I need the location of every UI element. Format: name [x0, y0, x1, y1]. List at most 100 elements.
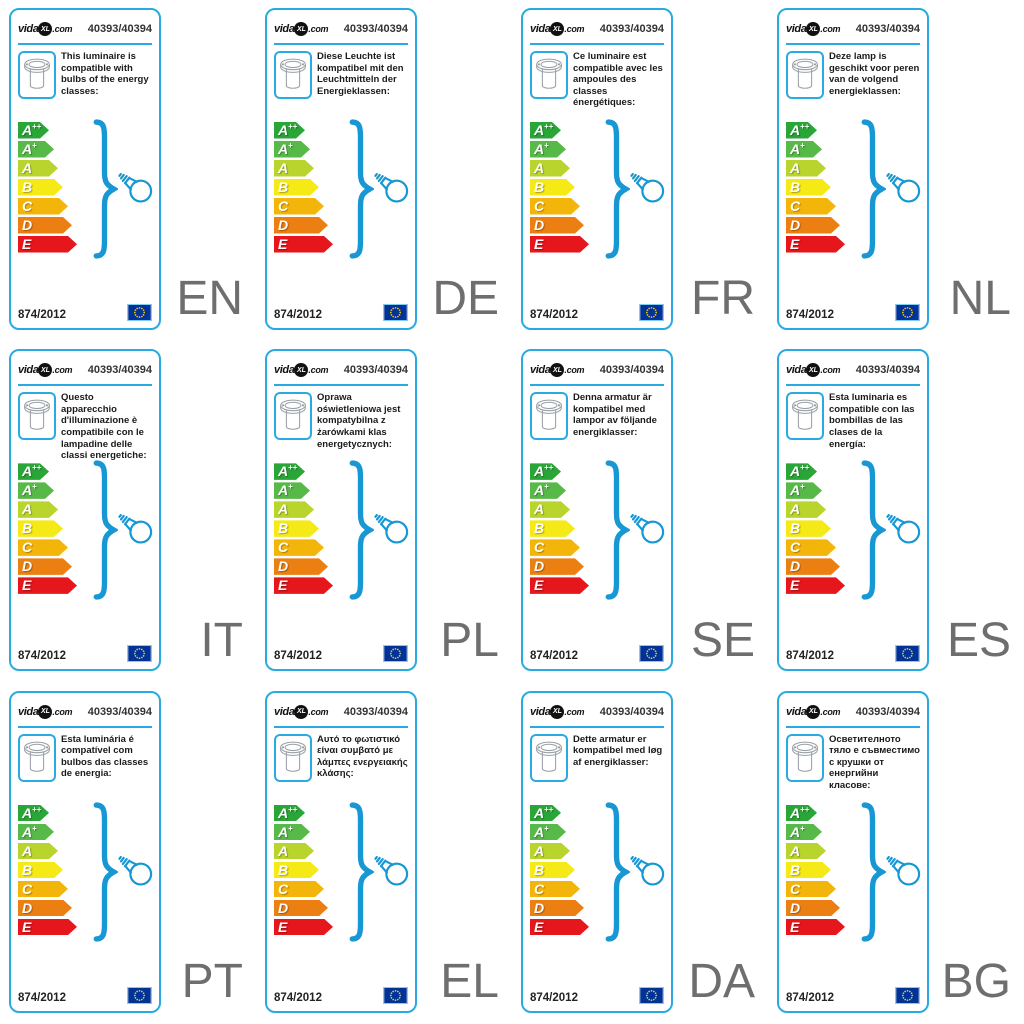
energy-class-arrow: A + — [18, 482, 54, 499]
energy-class-arrow: C — [786, 198, 836, 215]
energy-class-arrow: A — [274, 501, 314, 518]
energy-class-letter: B — [278, 861, 289, 878]
energy-class-letter: A — [790, 482, 801, 499]
luminaire-icon-box — [786, 392, 824, 441]
energy-class-arrow: A — [786, 843, 826, 860]
energy-class-letter: A — [22, 482, 33, 499]
curly-brace — [605, 802, 630, 942]
vidaxl-logo: vida XL .com — [18, 22, 73, 36]
logo-text-xl: XL — [808, 366, 818, 374]
model-number: 40393/40394 — [343, 364, 408, 377]
curly-brace — [861, 119, 886, 259]
header-divider — [786, 43, 920, 45]
logo-text-xl: XL — [40, 366, 50, 374]
curly-brace — [93, 802, 118, 942]
regulation-number: 874/2012 — [530, 309, 578, 321]
logo-text-vida: vida — [18, 23, 39, 35]
vidaxl-logo: vida XL .com — [18, 363, 73, 378]
energy-class-letter: A — [790, 823, 801, 840]
energy-class-letter: C — [22, 880, 33, 897]
energy-class-arrow: C — [18, 881, 68, 898]
energy-class-arrow: D — [18, 558, 72, 575]
recessed-ground-light-icon — [536, 741, 562, 772]
energy-class-letter: D — [22, 899, 33, 916]
luminaire-icon-box — [274, 51, 312, 99]
logo-xl-badge: XL — [38, 22, 53, 36]
energy-class-letter: A — [278, 141, 289, 157]
energy-class-scale: A ++ A + A B C D E — [530, 460, 665, 600]
energy-label-cell: vida XL .com 40393/40394 — [256, 0, 512, 341]
light-bulb-icon — [630, 855, 665, 886]
logo-text-com: .com — [308, 365, 329, 376]
energy-class-letter: B — [278, 520, 289, 537]
energy-class-arrow: B — [274, 520, 319, 537]
luminaire-icon-box — [18, 51, 56, 99]
header-divider — [274, 725, 408, 728]
light-bulb-icon — [118, 855, 153, 886]
compatibility-text: This luminaire is compatible with bulbs … — [61, 51, 149, 97]
energy-class-arrow: A ++ — [786, 122, 817, 139]
energy-class-letter: A — [22, 823, 33, 840]
language-code: ES — [946, 613, 1011, 667]
energy-class-letter: C — [534, 539, 545, 556]
language-code: PT — [181, 954, 243, 1008]
energy-class-letter: C — [534, 198, 545, 214]
energy-class-letter: B — [22, 179, 33, 195]
energy-label: vida XL .com 40393/40394 — [9, 690, 161, 1013]
energy-class-arrow: A — [18, 501, 58, 518]
energy-class-arrow: C — [786, 881, 836, 898]
energy-label-cell: vida XL .com 40393/40394 — [0, 341, 256, 682]
model-number: 40393/40394 — [855, 705, 920, 718]
label-header: vida XL .com 40393/40394 — [18, 698, 152, 726]
energy-class-arrow: B — [274, 862, 319, 879]
regulation-number: 874/2012 — [274, 991, 322, 1004]
regulation-number: 874/2012 — [274, 650, 322, 663]
label-header: vida XL .com 40393/40394 — [786, 356, 920, 384]
compatibility-text: Ce luminaire est compatible avec les amp… — [573, 51, 663, 109]
energy-class-scale: A ++ A + A B C D E — [530, 119, 665, 259]
energy-class-letter: A — [22, 141, 33, 157]
energy-class-arrow: A — [18, 843, 58, 860]
description-row: Denna armatur är kompatibel med lampor a… — [530, 392, 664, 452]
energy-class-scale: A ++ A + A B C D E — [786, 460, 921, 600]
energy-class-arrow: D — [530, 558, 584, 575]
label-footer: 874/2012 — [274, 986, 408, 1004]
eu-flag-icon — [639, 304, 664, 321]
logo-text-com: .com — [564, 24, 585, 34]
language-code: NL — [949, 272, 1011, 326]
language-code: EN — [176, 272, 243, 326]
energy-class-arrow: E — [786, 919, 845, 936]
light-bulb-icon — [118, 514, 153, 544]
header-divider — [274, 43, 408, 45]
energy-class-letter: E — [790, 236, 800, 252]
description-row: Diese Leuchte ist kompatibel mit den Leu… — [274, 51, 408, 111]
energy-label: vida XL .com 40393/40394 — [9, 349, 161, 672]
eu-flag-icon — [127, 986, 152, 1004]
compatibility-text: Осветителното тяло е съвместимо с крушки… — [829, 733, 920, 791]
recessed-ground-light-icon — [792, 58, 818, 89]
compatibility-text: Dette armatur er kompatibel med løg af e… — [573, 733, 663, 768]
light-bulb-icon — [374, 855, 409, 886]
logo-xl-badge: XL — [550, 704, 565, 719]
energy-class-arrow: E — [18, 236, 77, 253]
logo-text-vida: vida — [18, 364, 39, 377]
recessed-ground-light-icon — [280, 399, 306, 431]
luminaire-icon-box — [274, 733, 312, 782]
logo-text-xl: XL — [40, 708, 50, 716]
energy-class-arrow: A ++ — [18, 463, 49, 480]
vidaxl-logo: vida XL .com — [530, 22, 585, 36]
curly-brace — [605, 119, 630, 259]
energy-class-letter: A — [22, 122, 33, 138]
regulation-number: 874/2012 — [786, 650, 834, 663]
energy-class-letter: B — [22, 861, 33, 878]
label-header: vida XL .com 40393/40394 — [18, 356, 152, 384]
energy-class-scale: A ++ A + A B C D E — [274, 460, 409, 600]
energy-class-arrow: E — [530, 577, 589, 594]
energy-class-arrow: C — [274, 198, 324, 215]
energy-class-scale: A ++ A + A B C D E — [274, 802, 409, 942]
energy-class-arrow: D — [786, 900, 840, 917]
light-bulb-icon — [630, 514, 665, 544]
header-divider — [530, 43, 664, 45]
language-code: DA — [688, 954, 755, 1008]
